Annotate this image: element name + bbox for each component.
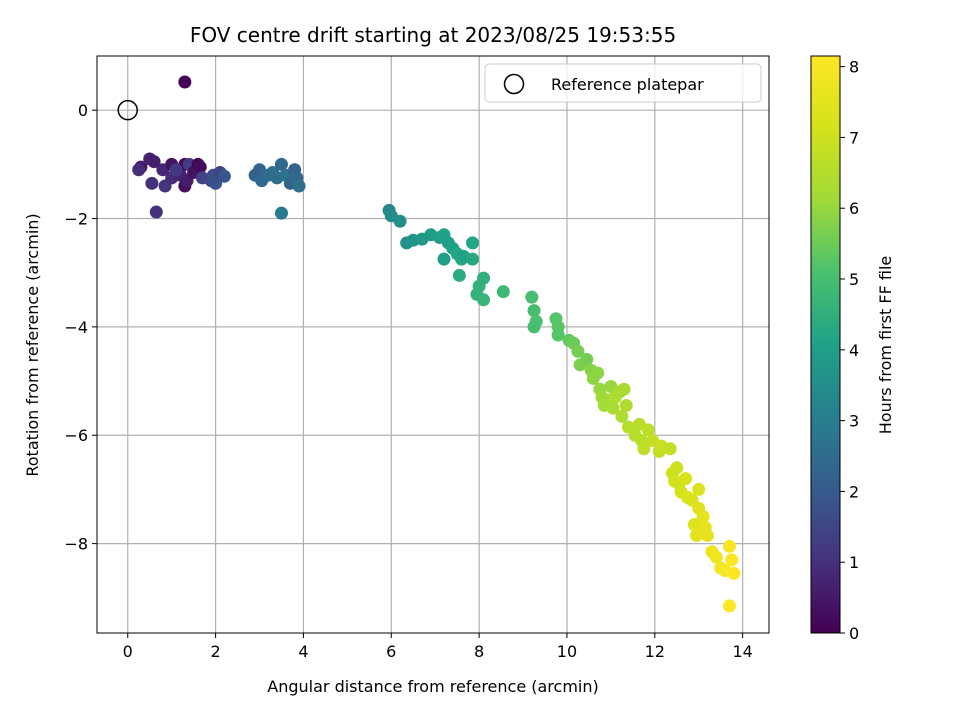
data-point (670, 461, 684, 475)
data-point (641, 423, 655, 437)
colorbar-label: Hours from first FF file (876, 256, 895, 435)
data-point (727, 566, 741, 580)
colorbar-tick-label: 4 (849, 341, 859, 360)
x-tick-label: 12 (645, 642, 665, 661)
y-tick-label: −8 (64, 535, 88, 554)
data-point (663, 442, 677, 456)
colorbar-tick-label: 3 (849, 412, 859, 431)
x-tick-label: 14 (732, 642, 752, 661)
data-point (274, 206, 288, 220)
data-point (527, 320, 541, 334)
scatter-points (117, 75, 741, 613)
chart-title: FOV centre drift starting at 2023/08/25 … (190, 23, 676, 47)
data-point (292, 179, 306, 193)
data-point (132, 163, 146, 177)
legend: Reference platepar (484, 63, 762, 103)
data-point (722, 539, 736, 553)
data-point (580, 352, 594, 366)
colorbar-tick-label: 2 (849, 482, 859, 501)
data-point (149, 205, 163, 219)
data-point (690, 528, 704, 542)
data-point (619, 398, 633, 412)
data-point (725, 553, 739, 567)
colorbar-tick-label: 1 (849, 553, 859, 572)
reference-platepar-marker (117, 99, 138, 121)
data-point (393, 214, 407, 228)
data-point (551, 328, 565, 342)
y-axis-label: Rotation from reference (arcmin) (23, 213, 42, 476)
data-point (261, 168, 275, 182)
y-tick-label: −6 (64, 426, 88, 445)
data-point (696, 510, 710, 524)
x-tick-label: 8 (474, 642, 484, 661)
legend-marker (503, 73, 525, 95)
grid (97, 56, 769, 633)
data-point (679, 472, 693, 486)
data-point (477, 293, 491, 307)
x-tick-label: 4 (298, 642, 308, 661)
colorbar-ticks: 0 1 2 3 4 5 6 7 8 (840, 58, 859, 643)
data-point (147, 155, 161, 169)
data-point (466, 252, 480, 266)
plot-area-frame (96, 55, 770, 634)
colorbar-tick-label: 0 (849, 624, 859, 643)
data-point (571, 344, 585, 358)
x-tick-label: 6 (386, 642, 396, 661)
y-tick-label: −2 (64, 210, 88, 229)
colorbar-tick-label: 6 (849, 199, 859, 218)
data-point (615, 409, 629, 423)
data-point (169, 163, 183, 177)
x-axis-label: Angular distance from reference (arcmin) (267, 677, 598, 696)
data-point (437, 252, 451, 266)
data-point (668, 474, 682, 488)
legend-label: Reference platepar (551, 75, 704, 94)
x-tick-label: 2 (210, 642, 220, 661)
data-point (477, 271, 491, 285)
data-point (701, 528, 715, 542)
data-point (452, 268, 466, 282)
data-point (466, 236, 480, 250)
colorbar-tick-label: 5 (849, 270, 859, 289)
colorbar-tick-label: 8 (849, 58, 859, 77)
data-point (217, 169, 231, 183)
y-tick-label: −4 (64, 318, 88, 337)
data-point (637, 442, 651, 456)
x-tick-label: 0 (123, 642, 133, 661)
data-point (606, 401, 620, 415)
y-axis-ticks: 0 −2 −4 −6 −8 (64, 101, 97, 554)
data-point (709, 550, 723, 564)
data-point (527, 304, 541, 318)
data-point (591, 366, 605, 380)
colorbar: 0 1 2 3 4 5 6 7 8 Hours from first FF file (810, 55, 895, 643)
x-tick-label: 10 (557, 642, 577, 661)
colorbar-tick-label: 7 (849, 128, 859, 147)
data-point (178, 75, 192, 89)
data-point (145, 176, 159, 190)
data-point (496, 285, 510, 299)
colorbar-gradient (810, 55, 841, 634)
y-tick-label: 0 (78, 101, 88, 120)
data-point (193, 160, 207, 174)
data-point (722, 599, 736, 613)
data-point (209, 176, 223, 190)
data-point (525, 290, 539, 304)
data-point (687, 518, 701, 532)
data-point (274, 157, 288, 171)
data-point (692, 482, 706, 496)
x-axis-ticks: 0 2 4 6 8 10 12 14 (123, 633, 753, 661)
data-point (617, 382, 631, 396)
